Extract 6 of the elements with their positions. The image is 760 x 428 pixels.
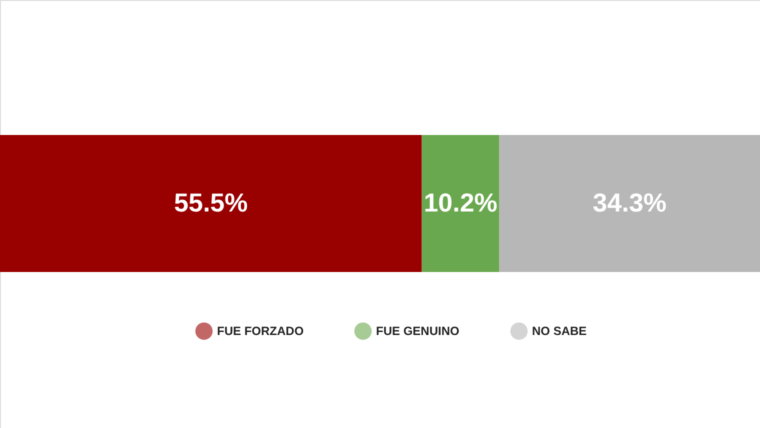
data-label: 34.3% bbox=[592, 188, 667, 218]
data-label: 55.5% bbox=[174, 188, 248, 218]
data-label: 10.2% bbox=[424, 188, 498, 218]
legend-label: NO SABE bbox=[532, 324, 587, 338]
legend-label: FUE GENUINO bbox=[376, 324, 460, 338]
legend-label: FUE FORZADO bbox=[217, 324, 304, 338]
